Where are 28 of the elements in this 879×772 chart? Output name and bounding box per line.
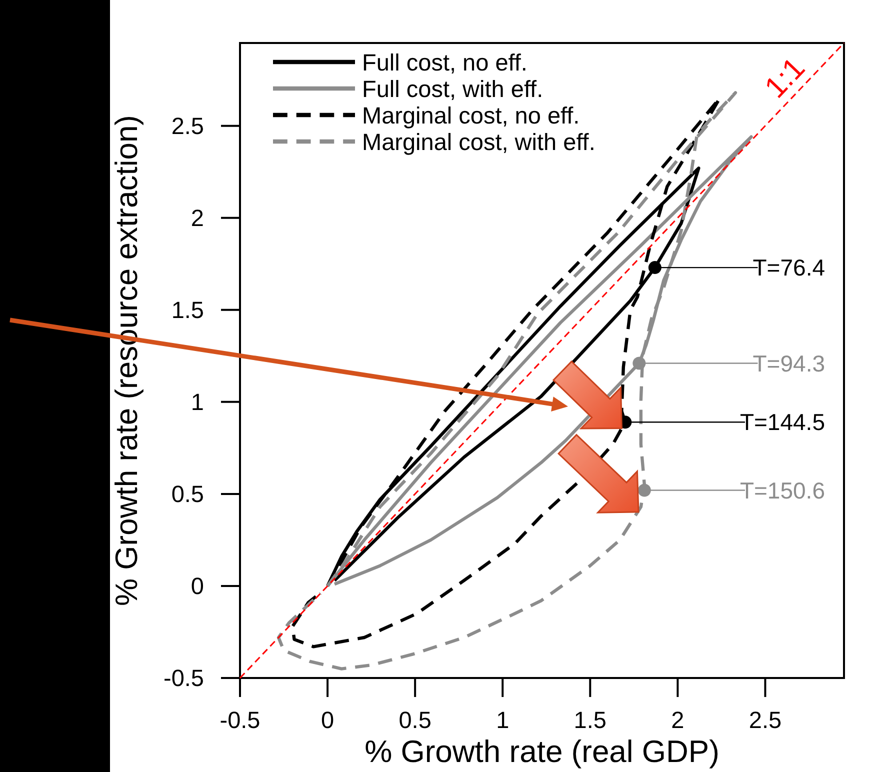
point [638,484,651,497]
legend-label: Marginal cost, with eff. [362,129,596,155]
x-tick-label: 1 [496,707,510,733]
annotation: T=144.5 [740,409,825,436]
legend-label: Full cost, no eff. [362,50,528,76]
point [648,261,662,274]
legend-label: Marginal cost, no eff. [362,102,580,128]
x-tick-label: 0 [320,707,334,733]
x-tick-label: 1.5 [574,707,606,733]
y-tick-label: 1 [190,388,204,415]
x-tick-label: 2 [671,707,684,733]
y-tick-label: -0.5 [164,665,204,691]
y-tick-label: 0 [190,572,204,599]
y-tick-label: 2.5 [171,112,204,139]
x-tick-label: -0.5 [220,707,260,733]
y-tick-label: 2 [190,204,204,231]
x-tick-label: 2.5 [748,707,782,733]
y-tick-label: 1.5 [171,296,204,323]
legend-label: Full cost, with eff. [362,76,544,102]
y-tick-label: 0.5 [171,480,204,507]
annotation: T=76.4 [752,254,826,281]
annotation: T=94.3 [752,350,825,376]
x-tick-label: 0.5 [398,707,432,733]
x-axis-title: % Growth rate (real GDP) [364,734,720,769]
annotation: T=150.6 [740,477,825,504]
annotation: 1:1 [758,52,812,105]
point [632,356,646,370]
y-axis-title: % Growth rate (resource extraction) [109,114,144,606]
